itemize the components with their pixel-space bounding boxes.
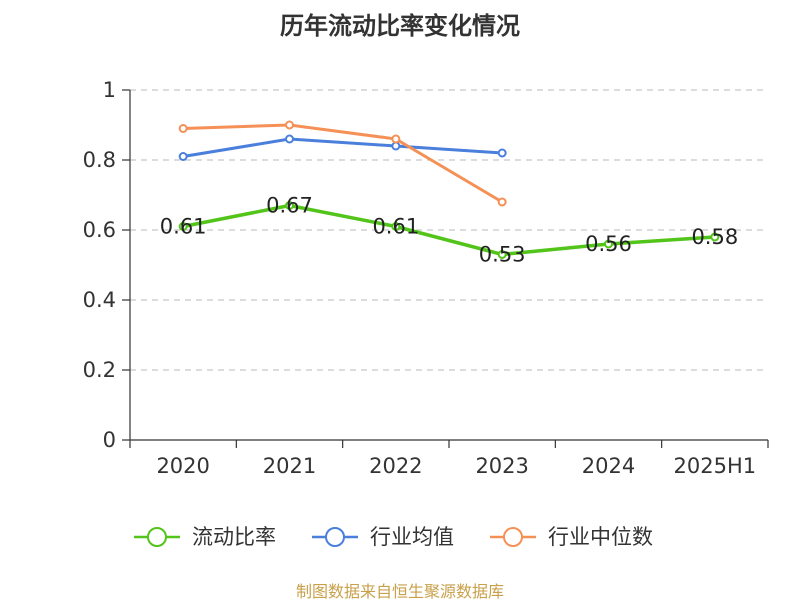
x-tick-label: 2021 [263, 454, 316, 478]
y-tick-label: 0 [103, 428, 116, 452]
y-tick-label: 1 [103, 78, 116, 102]
data-point [178, 222, 188, 231]
legend-label: 行业中位数 [548, 525, 653, 549]
gridlines [130, 89, 768, 371]
data-point [391, 222, 401, 231]
legend-marker [147, 527, 167, 547]
x-tick-label: 2024 [582, 454, 635, 478]
data-point [710, 232, 720, 242]
data-point [178, 124, 188, 133]
data-point [285, 134, 294, 144]
x-tick-label: 2022 [369, 454, 422, 478]
y-tick-label: 0.8 [83, 148, 116, 172]
legend: 流动比率 行业均值 行业中位数 [134, 525, 653, 549]
legend-label: 流动比率 [192, 525, 276, 549]
data-point [391, 134, 401, 144]
y-tick-label: 0.2 [83, 358, 116, 382]
data-point [285, 120, 294, 130]
data-source-note: 制图数据来自恒生聚源数据库 [295, 582, 504, 601]
legend-marker [325, 527, 345, 547]
series-line-2 [183, 123, 503, 204]
data-point [604, 239, 613, 249]
x-tick-label: 2023 [475, 454, 528, 478]
legend-label: 行业均值 [370, 525, 454, 549]
data-point [391, 141, 401, 151]
data-point [497, 148, 507, 158]
data-label: 0.56 [585, 232, 632, 256]
data-label: 0.61 [372, 215, 419, 239]
data-point [178, 152, 188, 161]
chart-title: 历年流动比率变化情况 [280, 12, 520, 40]
x-tick-label: 2025H1 [674, 454, 757, 478]
data-label: 0.58 [691, 225, 738, 249]
data-labels: 0.61 0.67 0.61 0.53 0.56 0.58 [160, 194, 738, 267]
series-lines [182, 123, 715, 257]
data-point [497, 250, 507, 259]
y-tick-label: 0.4 [83, 288, 116, 312]
series-points [178, 120, 720, 259]
legend-marker [503, 527, 523, 547]
data-label: 0.67 [266, 194, 313, 218]
series-line-0 [182, 203, 715, 257]
data-label: 0.53 [479, 243, 526, 267]
axes: 0 0.2 0.4 0.6 0.8 1 2020 2021 2022 2023 2024 2025H1 [83, 78, 769, 478]
data-point [497, 197, 507, 207]
y-tick-label: 0.6 [83, 218, 116, 242]
x-tick-label: 2020 [156, 454, 209, 478]
data-label: 0.61 [160, 215, 207, 239]
data-point [285, 201, 294, 210]
series-line-1 [182, 137, 503, 158]
